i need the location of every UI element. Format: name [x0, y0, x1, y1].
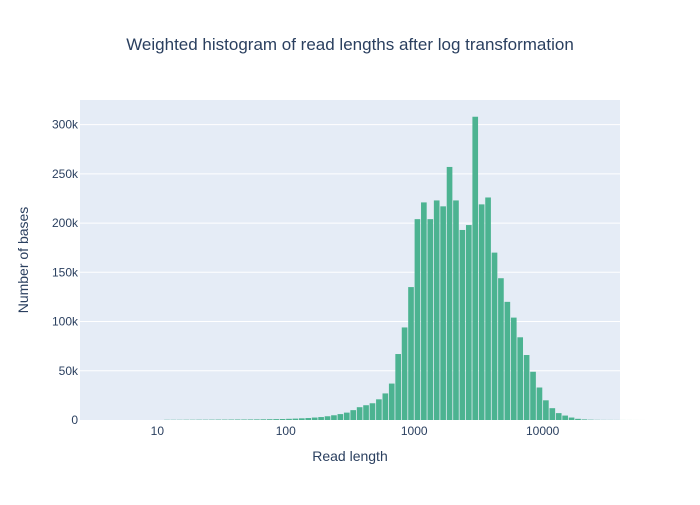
histogram-bar [575, 419, 581, 420]
x-tick-label: 10 [151, 424, 165, 438]
x-tick-label: 100 [276, 424, 296, 438]
histogram-bar [537, 388, 543, 420]
histogram-bar [498, 278, 504, 420]
histogram-bar [286, 419, 292, 420]
y-tick-label: 50k [59, 364, 79, 378]
chart-title: Weighted histogram of read lengths after… [126, 35, 574, 54]
histogram-bar [440, 206, 446, 420]
y-tick-label: 250k [52, 167, 79, 181]
histogram-bar [389, 384, 395, 420]
histogram-bar [511, 318, 517, 420]
plot-area [80, 100, 620, 420]
histogram-bar [350, 410, 356, 420]
histogram-bar [421, 202, 427, 420]
histogram-bar [383, 393, 389, 420]
y-tick-label: 100k [52, 315, 79, 329]
histogram-bar [299, 418, 305, 420]
histogram-bar [260, 419, 266, 420]
histogram-bar [556, 413, 562, 420]
histogram-bar [434, 200, 440, 420]
histogram-bar [273, 419, 279, 420]
histogram-bar [267, 419, 273, 420]
histogram-bar [370, 403, 376, 420]
histogram-bar [357, 407, 363, 420]
histogram-bar [492, 253, 498, 420]
histogram-bar [408, 287, 414, 420]
histogram-bar [530, 372, 536, 420]
y-axis-title: Number of bases [15, 207, 31, 314]
histogram-bar [395, 354, 401, 420]
histogram-bar [562, 416, 568, 420]
histogram-bar [318, 417, 324, 420]
histogram-bar [402, 327, 408, 420]
y-tick-label: 300k [52, 118, 79, 132]
histogram-bar [517, 337, 523, 420]
histogram-bar [472, 117, 478, 420]
histogram-bar [569, 418, 575, 420]
histogram-bar [293, 419, 299, 420]
histogram-bar [280, 419, 286, 420]
histogram-bar [338, 414, 344, 420]
histogram-bar [305, 418, 311, 420]
histogram-bar [312, 418, 318, 420]
histogram-bar [331, 415, 337, 420]
histogram-bar [582, 419, 588, 420]
histogram-bar [505, 302, 511, 420]
histogram-bar [543, 400, 549, 420]
histogram-bar [479, 204, 485, 420]
y-tick-label: 150k [52, 265, 79, 279]
histogram-bar [248, 419, 254, 420]
histogram-bar [415, 219, 421, 420]
histogram-bar [524, 355, 530, 420]
histogram-bar [363, 405, 369, 420]
y-tick-label: 0 [71, 413, 78, 427]
x-tick-label: 1000 [401, 424, 428, 438]
histogram-bar [376, 399, 382, 420]
histogram-bar [485, 197, 491, 420]
histogram-bar [325, 416, 331, 420]
histogram-bar [447, 167, 453, 420]
histogram-bar [466, 225, 472, 420]
histogram-bar [453, 200, 459, 420]
y-tick-label: 200k [52, 216, 79, 230]
histogram-bar [254, 419, 260, 420]
x-tick-label: 10000 [526, 424, 560, 438]
histogram-bar [344, 413, 350, 420]
x-axis-title: Read length [312, 448, 388, 464]
histogram-bar [460, 230, 466, 420]
histogram-bar [427, 219, 433, 420]
histogram-bar [549, 408, 555, 420]
